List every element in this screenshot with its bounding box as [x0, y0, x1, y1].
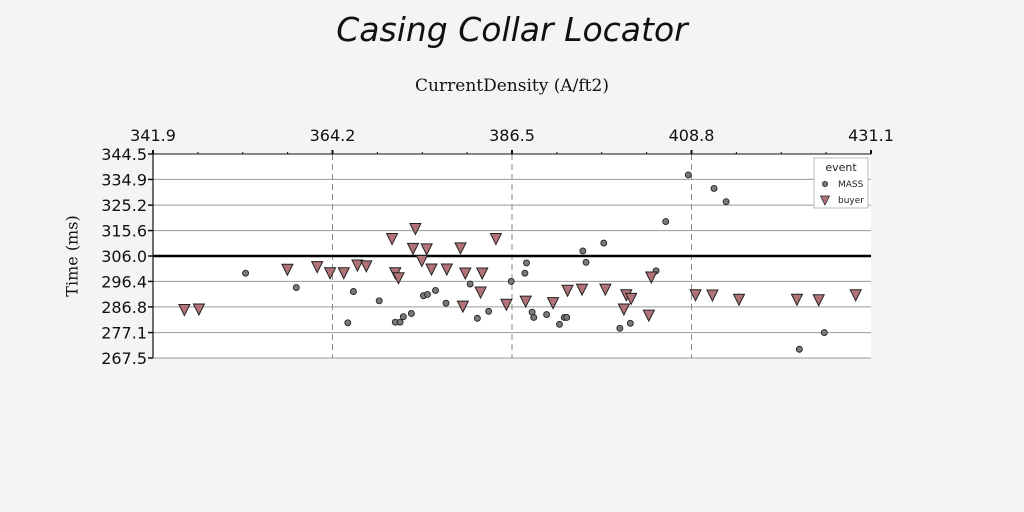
point-buyer: [359, 260, 373, 273]
point-buyer: [475, 267, 489, 281]
axes: 344.5 334.9 325.2 315.6 306.0 296.4 286.8 277.1…: [101, 126, 894, 368]
point-buyer: [281, 263, 294, 277]
point-mass: [528, 308, 536, 316]
point-buyer: [546, 297, 560, 310]
x-tick-label: 386.5: [489, 126, 535, 145]
point-mass: [466, 280, 474, 288]
point-buyer: [617, 303, 631, 317]
point-buyer: [732, 293, 746, 307]
x-axis-label: CurrentDensity (A/ft2): [415, 76, 609, 96]
point-buyer: [456, 300, 470, 314]
x-tick-label: 408.8: [669, 126, 715, 145]
point-buyer: [790, 293, 804, 307]
legend-marker-buyer: [819, 195, 831, 206]
legend-label-mass: MASS: [838, 180, 864, 190]
point-mass: [710, 184, 718, 192]
point-mass: [582, 258, 590, 266]
point-buyer: [575, 283, 589, 297]
point-buyer: [689, 289, 702, 302]
y-tick-label: 306.0: [101, 247, 147, 266]
y-tick-label: 286.8: [101, 298, 147, 317]
point-buyer: [459, 267, 472, 281]
point-mass: [375, 297, 383, 305]
y-tick-label: 325.2: [101, 196, 147, 215]
point-mass: [396, 318, 404, 326]
point-buyer: [385, 233, 399, 246]
y-tick-label: 334.9: [101, 170, 147, 189]
point-mass: [684, 171, 692, 179]
x-tick-label: 431.1: [848, 126, 894, 145]
y-tick-label: 315.6: [101, 222, 147, 241]
point-buyer: [415, 255, 429, 268]
point-mass: [424, 290, 431, 298]
point-buyer: [409, 222, 422, 236]
point-buyer: [337, 267, 351, 280]
point-mass: [543, 311, 551, 319]
point-mass: [242, 269, 250, 277]
point-buyer: [519, 295, 532, 309]
point-mass: [820, 329, 828, 337]
point-buyer: [392, 272, 405, 285]
point-mass: [523, 259, 530, 267]
point-buyer: [624, 292, 638, 306]
point-buyer: [489, 233, 503, 246]
y-tick-label: 296.4: [101, 272, 147, 291]
legend-marker-mass: [822, 180, 829, 187]
point-buyer: [500, 298, 513, 312]
point-buyer: [323, 267, 337, 280]
point-mass: [563, 314, 571, 321]
point-buyer: [425, 263, 438, 277]
point-mass: [507, 277, 515, 285]
point-mass: [485, 307, 493, 315]
point-mass: [432, 286, 439, 294]
point-buyer: [642, 309, 656, 323]
point-buyer: [192, 303, 206, 317]
point-mass: [442, 299, 450, 307]
point-buyer: [351, 259, 364, 273]
point-mass: [616, 324, 624, 332]
point-mass: [292, 284, 300, 291]
point-mass: [521, 269, 529, 277]
x-tick-label: 341.9: [130, 126, 176, 145]
point-buyer: [310, 261, 324, 274]
point-buyer: [420, 243, 433, 256]
point-mass: [600, 239, 608, 247]
grid-lines: [153, 153, 871, 359]
point-buyer: [706, 289, 719, 303]
point-buyer: [561, 284, 574, 298]
point-mass: [349, 288, 357, 295]
point-buyer: [406, 242, 420, 256]
point-buyer: [474, 286, 487, 300]
chart-title: Casing Collar Locator: [336, 10, 688, 49]
point-mass: [399, 313, 407, 321]
point-buyer: [644, 271, 658, 285]
point-mass: [473, 314, 481, 322]
point-buyer: [454, 242, 467, 255]
point-buyer: [812, 294, 825, 307]
y-tick-label: 344.5: [101, 145, 147, 164]
point-mass: [795, 345, 803, 353]
point-mass: [556, 320, 563, 328]
point-mass: [722, 198, 730, 206]
point-mass: [626, 319, 634, 327]
x-tick-label: 364.2: [310, 126, 356, 145]
y-tick-label: 267.5: [101, 349, 147, 368]
point-buyer: [599, 283, 612, 297]
point-mass: [344, 319, 352, 327]
point-buyer: [849, 289, 863, 302]
y-tick-label: 277.1: [101, 324, 147, 343]
point-buyer: [440, 263, 454, 277]
point-mass: [662, 218, 670, 226]
data-points: [178, 158, 863, 353]
point-buyer: [178, 304, 191, 317]
point-mass: [407, 310, 415, 317]
point-mass: [579, 247, 587, 255]
legend-title: event: [825, 161, 857, 174]
legend-label-buyer: buyer: [838, 196, 864, 206]
legend: event MASS buyer: [813, 157, 869, 209]
